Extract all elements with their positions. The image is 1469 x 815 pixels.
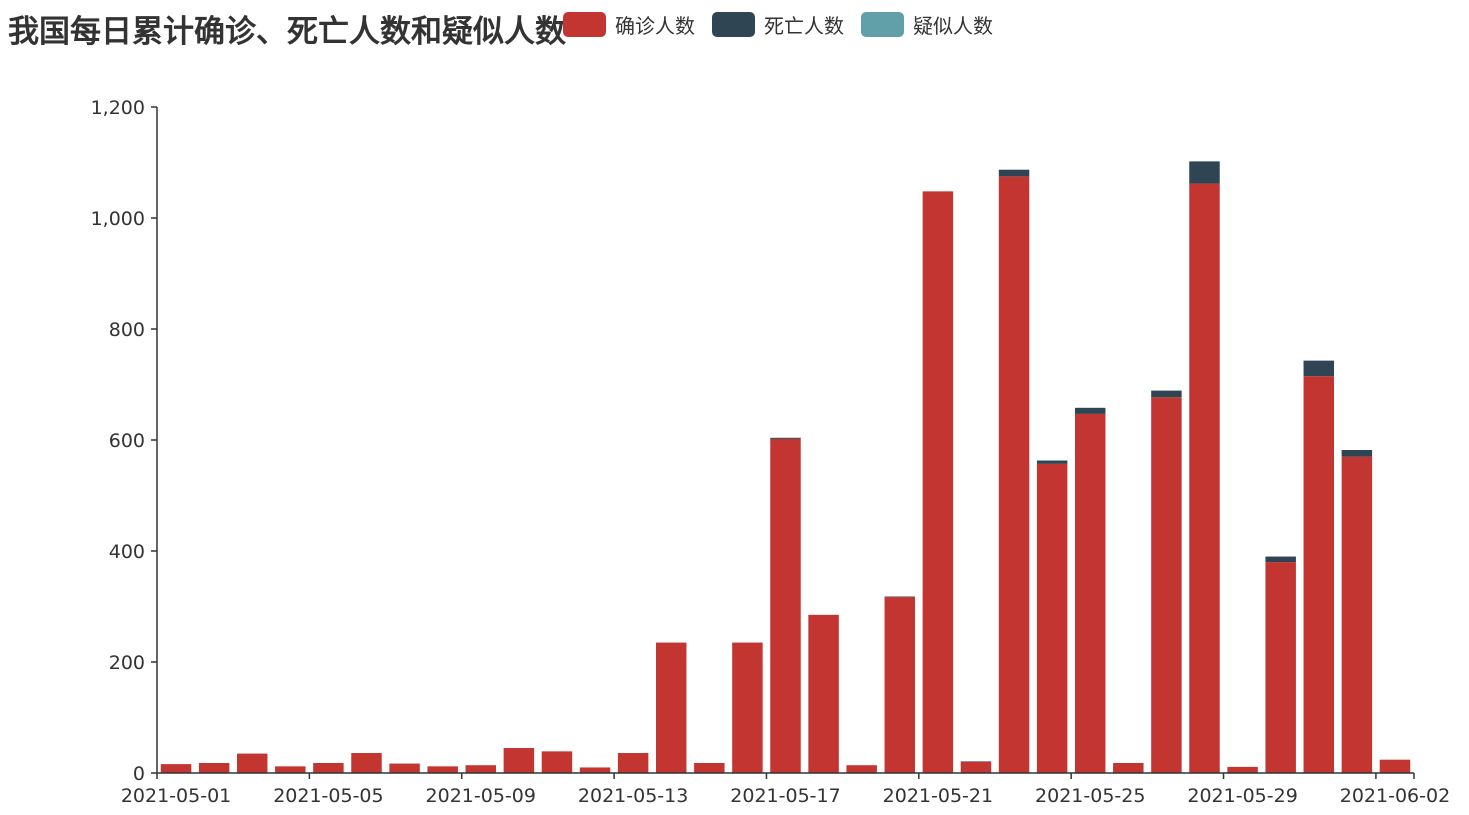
bar-deaths xyxy=(1341,449,1373,457)
x-tick-label: 2021-05-13 xyxy=(578,785,688,807)
bar-deaths xyxy=(1303,360,1335,377)
y-tick-label: 400 xyxy=(109,541,145,563)
y-tick-label: 800 xyxy=(109,319,145,341)
y-tick-label: 600 xyxy=(109,430,145,452)
x-tick-label: 2021-05-17 xyxy=(730,785,840,807)
bar-confirmed xyxy=(655,642,687,773)
bar-confirmed xyxy=(1113,763,1144,773)
legend-item-deaths[interactable]: 死亡人数 xyxy=(712,10,844,39)
bar-confirmed xyxy=(236,753,268,773)
bar-confirmed xyxy=(617,753,649,773)
legend-item-suspected[interactable]: 疑似人数 xyxy=(861,10,993,39)
bar-confirmed xyxy=(198,763,230,773)
legend-swatch-suspected xyxy=(861,11,904,37)
bar-confirmed xyxy=(465,765,497,773)
x-tick-label: 2021-05-21 xyxy=(883,785,993,807)
bar-confirmed xyxy=(770,438,801,773)
bar-confirmed xyxy=(808,614,839,773)
bar-deaths xyxy=(998,169,1030,177)
legend-swatch-confirmed xyxy=(563,11,606,37)
x-tick-label: 2021-05-01 xyxy=(121,785,231,807)
x-tick-label: 2021-05-05 xyxy=(273,785,383,807)
legend: 确诊人数 死亡人数 疑似人数 xyxy=(563,10,1010,38)
legend-label-deaths: 死亡人数 xyxy=(764,13,844,38)
legend-label-suspected: 疑似人数 xyxy=(913,13,993,38)
bar-deaths xyxy=(960,761,992,762)
bar-deaths xyxy=(1151,390,1182,398)
legend-swatch-deaths xyxy=(712,11,755,37)
bar-deaths xyxy=(1074,407,1106,414)
chart-title: 我国每日累计确诊、死亡人数和疑似人数 xyxy=(8,14,566,50)
bar-confirmed xyxy=(1227,766,1258,773)
bar-confirmed xyxy=(732,642,763,773)
bar-deaths xyxy=(884,596,916,598)
bar-confirmed xyxy=(1303,376,1335,773)
bar-confirmed xyxy=(694,763,725,773)
bar-confirmed xyxy=(1074,413,1106,773)
bar-confirmed xyxy=(1265,562,1296,773)
bar-confirmed xyxy=(541,751,573,773)
bar-confirmed xyxy=(351,753,382,773)
bar-confirmed xyxy=(846,765,877,773)
bar-confirmed xyxy=(160,764,192,773)
x-tick-label: 2021-05-09 xyxy=(426,785,536,807)
x-tick-label: 2021-06-02 xyxy=(1340,785,1450,807)
bars-layer xyxy=(160,161,1411,774)
bar-confirmed xyxy=(1341,456,1373,773)
legend-item-confirmed[interactable]: 确诊人数 xyxy=(563,10,695,39)
bar-confirmed xyxy=(313,763,344,773)
bar-deaths xyxy=(1265,556,1296,563)
bar-confirmed xyxy=(1379,759,1411,773)
bar-confirmed xyxy=(884,597,916,773)
y-tick-label: 1,000 xyxy=(91,208,145,230)
y-tick-label: 0 xyxy=(133,763,145,785)
bar-confirmed xyxy=(1151,397,1182,773)
bar-confirmed xyxy=(275,766,306,773)
x-tick-label: 2021-05-29 xyxy=(1187,785,1297,807)
bar-confirmed xyxy=(1189,183,1220,774)
bar-deaths xyxy=(1036,460,1068,464)
bar-confirmed xyxy=(427,766,458,773)
bar-confirmed xyxy=(922,191,954,774)
bar-confirmed xyxy=(503,748,535,773)
y-tick-label: 200 xyxy=(109,652,145,674)
bar-confirmed xyxy=(389,763,420,773)
bar-deaths xyxy=(1189,161,1220,184)
y-tick-label: 1,200 xyxy=(91,97,145,119)
axes-layer: 0 200 400 600 800 1,000 1,200 2021-05-01 2021-05… xyxy=(91,97,1451,807)
x-tick-label: 2021-05-25 xyxy=(1035,785,1145,807)
legend-label-confirmed: 确诊人数 xyxy=(615,13,695,38)
bar-confirmed xyxy=(960,761,992,773)
bar-confirmed xyxy=(579,767,611,773)
bar-confirmed xyxy=(1036,463,1068,773)
bar-confirmed xyxy=(998,176,1030,774)
bar-deaths xyxy=(770,437,801,439)
